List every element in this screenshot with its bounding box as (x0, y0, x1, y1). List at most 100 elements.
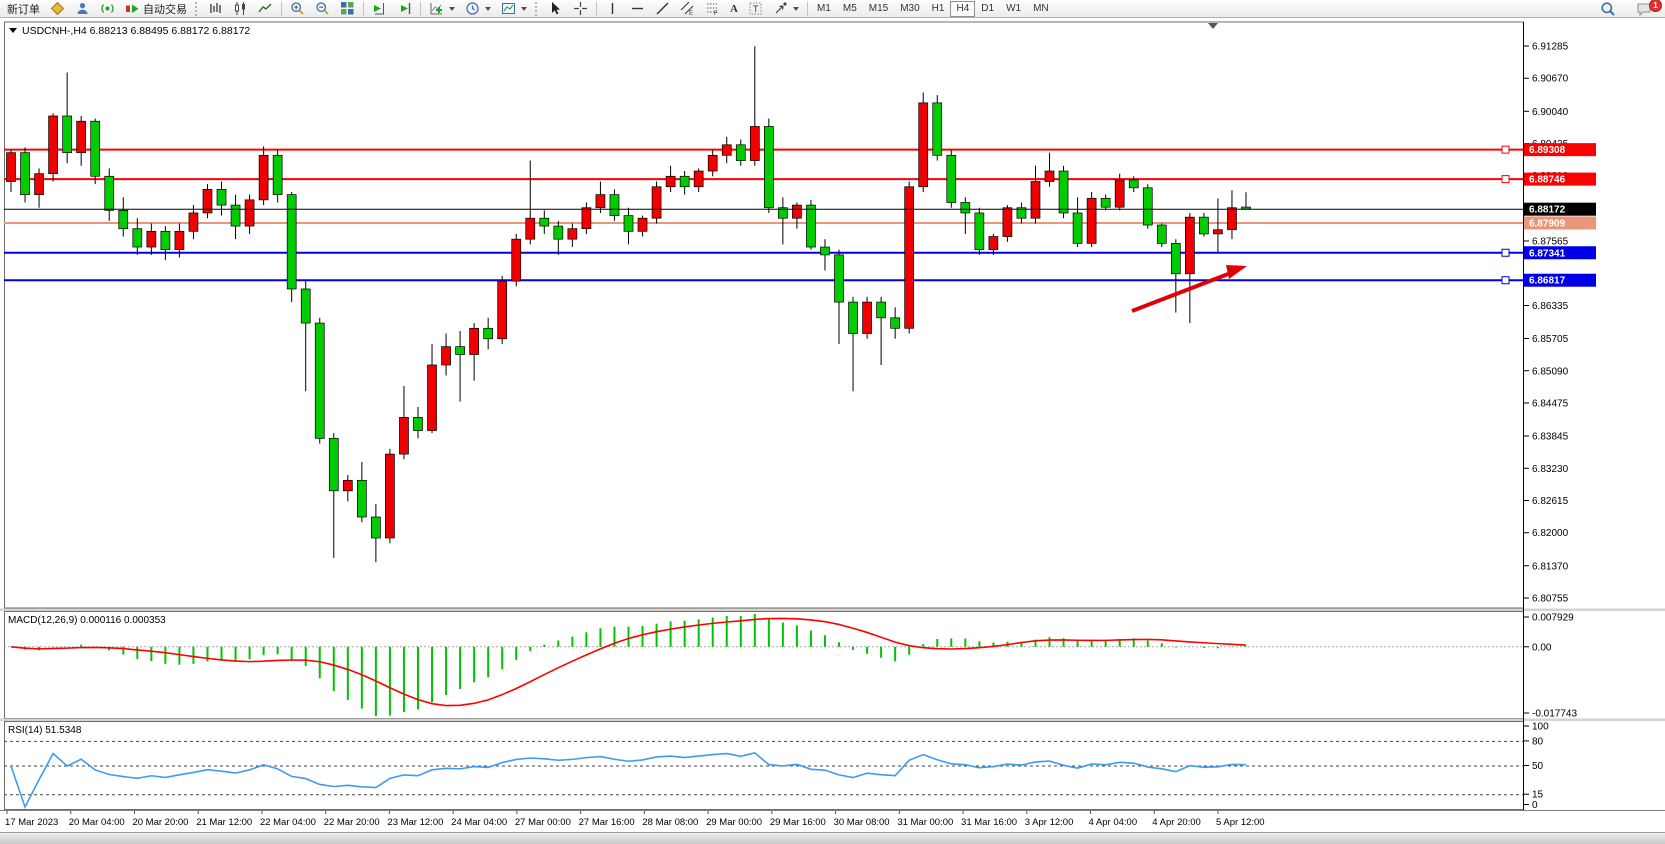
zoom-out-button[interactable] (310, 1, 335, 17)
candle (230, 194, 241, 240)
autotrading-icon (125, 1, 140, 16)
timeframe-H4[interactable]: H4 (950, 0, 976, 17)
candle (132, 218, 143, 255)
candle (1142, 184, 1153, 229)
text-icon: A (730, 2, 738, 15)
line-endpoint-handle[interactable] (1501, 145, 1510, 154)
timeframe-M30[interactable]: M30 (894, 1, 925, 17)
panel-splitter[interactable] (0, 608, 1665, 612)
trendline-tool-button[interactable] (650, 1, 675, 17)
person-button[interactable] (70, 1, 95, 17)
auto-scroll-icon (372, 1, 387, 16)
timeframe-M5[interactable]: M5 (837, 1, 863, 17)
candle (721, 136, 732, 164)
macd-panel[interactable] (4, 611, 1524, 719)
candle (1213, 198, 1223, 253)
candle (707, 150, 718, 177)
toolbar: 新订单 自动交易 (0, 0, 1665, 18)
templates-dropdown-caret (521, 6, 527, 11)
fibonacci-tool-button[interactable]: F (700, 1, 725, 17)
gold-cube-icon (50, 1, 65, 16)
line-chart-button[interactable] (253, 1, 278, 17)
chart-shift-marker-icon[interactable] (1208, 23, 1218, 29)
arrows-tool-button[interactable] (768, 1, 804, 17)
line-endpoint-handle[interactable] (1501, 248, 1510, 257)
candle (118, 197, 129, 237)
zoom-in-button[interactable] (285, 1, 310, 17)
gold-cube-button[interactable] (45, 1, 70, 17)
main-chart-panel[interactable] (4, 21, 1524, 609)
chart-shift-button[interactable] (392, 1, 417, 17)
toolbar-separator (363, 1, 364, 16)
price-tick: 6.81370 (1532, 561, 1569, 572)
candle (1199, 212, 1209, 237)
candle (890, 307, 900, 339)
tile-windows-button[interactable] (335, 1, 360, 17)
candle (553, 220, 564, 255)
time-axis: 17 Mar 2023 20 Mar 04:00 20 Mar 20:00 21 Ma… (5, 811, 1265, 828)
time-label: 5 Apr 12:00 (1216, 817, 1265, 828)
periods-button[interactable] (460, 1, 496, 17)
signals-button[interactable] (95, 1, 120, 17)
candle (834, 249, 844, 345)
rsi-axis-tick: 50 (1532, 761, 1544, 772)
vertical-line-tool-button[interactable] (600, 1, 625, 17)
line-endpoint-handle[interactable] (1501, 276, 1510, 285)
candle (413, 406, 423, 439)
time-label: 22 Mar 20:00 (324, 817, 380, 828)
candle (1058, 165, 1069, 219)
toolbar-separator (596, 1, 597, 16)
rsi-axis-tick: 80 (1532, 736, 1544, 747)
text-tool-button[interactable]: A (725, 1, 743, 17)
timeframe-D1[interactable]: D1 (975, 1, 1000, 17)
label-tool-button[interactable]: T (743, 1, 768, 17)
cursor-button[interactable] (543, 1, 568, 17)
timeframe-H1[interactable]: H1 (926, 1, 951, 17)
new-order-button[interactable]: 新订单 (2, 1, 45, 17)
line-endpoint-handle[interactable] (1501, 175, 1510, 184)
time-label: 27 Mar 16:00 (579, 817, 635, 828)
candle (160, 226, 171, 261)
candle (385, 448, 395, 544)
bars-chart-button[interactable] (203, 1, 228, 17)
indicators-dropdown-caret (449, 6, 455, 11)
timeframe-MN[interactable]: MN (1027, 1, 1055, 17)
channel-tool-button[interactable]: E (675, 1, 700, 17)
arrow-annotation[interactable] (1131, 265, 1247, 313)
candle (244, 194, 255, 234)
auto-scroll-button[interactable] (367, 1, 392, 17)
time-label: 21 Mar 12:00 (196, 817, 252, 828)
toolbar-right: 1 (1595, 0, 1665, 17)
price-tick: 6.91285 (1532, 42, 1569, 53)
person-icon (75, 1, 90, 16)
candle (1170, 239, 1181, 313)
arrows-dropdown-caret (792, 6, 799, 11)
svg-text:6.87909: 6.87909 (1529, 218, 1566, 229)
template-icon (501, 1, 516, 16)
candle (1072, 197, 1083, 248)
time-label: 23 Mar 12:00 (387, 817, 443, 828)
svg-text:F: F (714, 11, 718, 16)
price-tick: 6.82000 (1532, 528, 1569, 539)
chart-menu-triangle-icon[interactable] (9, 28, 17, 33)
autotrading-button[interactable]: 自动交易 (120, 1, 192, 17)
candle (1002, 205, 1013, 242)
horizontal-line-icon (630, 1, 645, 16)
zoom-out-icon (315, 1, 330, 16)
indicators-button[interactable] (424, 1, 460, 17)
panel-splitter[interactable] (0, 718, 1665, 722)
timeframe-M15[interactable]: M15 (863, 1, 894, 17)
candlestick-chart-button[interactable] (228, 1, 253, 17)
candle (399, 385, 409, 460)
rsi-indicator-label: RSI(14) 51.5348 (8, 725, 82, 736)
templates-button[interactable] (496, 1, 532, 17)
timeframe-W1[interactable]: W1 (1000, 1, 1027, 17)
chat-notification-badge: 1 (1649, 0, 1662, 12)
horizontal-line-tool-button[interactable] (625, 1, 650, 17)
timeframe-M1[interactable]: M1 (811, 1, 837, 17)
chat-button[interactable]: 1 (1631, 0, 1662, 17)
chart-canvas[interactable]: 6.912856.906706.900406.894256.888106.881… (0, 19, 1665, 832)
crosshair-button[interactable] (568, 1, 593, 17)
svg-text:6.86817: 6.86817 (1529, 276, 1566, 287)
search-button[interactable] (1595, 1, 1621, 17)
